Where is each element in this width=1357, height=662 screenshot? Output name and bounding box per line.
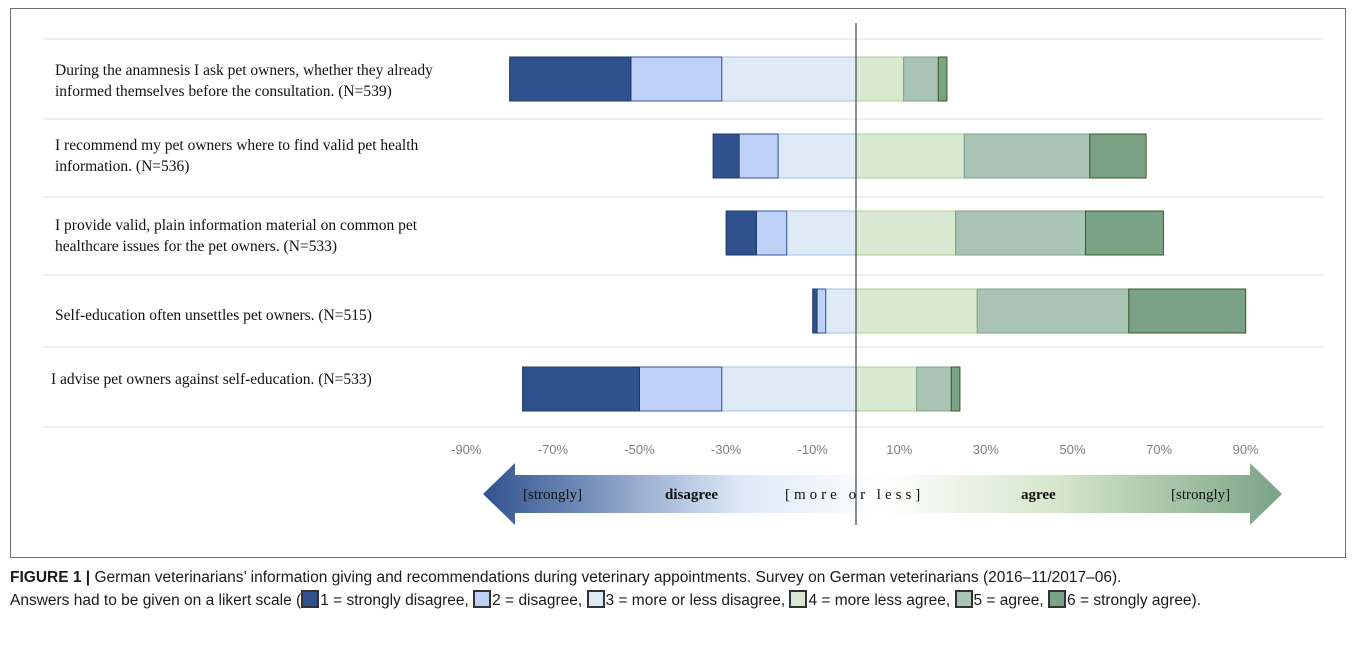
row-label-line: I advise pet owners against self-educati… [51,371,372,388]
legend-swatch [954,590,973,608]
legend-swatch [473,590,492,608]
bar-segment [755,210,788,256]
scale-arrow [483,463,1282,525]
row-label: I recommend my pet owners where to find … [55,135,418,177]
bar-segment [855,133,965,179]
arrow-label-disagree: disagree [665,487,718,503]
arrow-label-strongly-right: [strongly] [1171,487,1230,503]
figure-caption: FIGURE 1 | German veterinarians’ informa… [10,566,1346,612]
arrow-label-agree: agree [1021,487,1056,503]
x-tick-label: -10% [798,442,829,457]
x-tick-label: -70% [538,442,569,457]
bar-segment [855,56,905,102]
bar-segment [816,288,827,334]
row-label: I provide valid, plain information mater… [55,215,417,257]
legend-item-label: 4 = more less agree, [808,592,955,609]
bar-segment [916,366,952,412]
legend-item-label: 1 = strongly disagree, [320,592,474,609]
row-label: Self-education often unsettles pet owner… [55,305,372,326]
figure-frame: -90% -70% -50% -30% -10% 10% 30% 50% 70% 90% [str… [10,8,1346,558]
bar-segment [937,56,948,102]
caption-legend: Answers had to be given on a likert scal… [10,589,1346,612]
legend-swatch [301,590,320,608]
caption-title: FIGURE 1 | [10,569,91,586]
arrow-label-more-or-less: [more or less] [785,487,924,503]
x-tick-label: -90% [451,442,482,457]
bar-segment [812,288,818,334]
caption-text: German veterinarians’ information giving… [90,569,1122,586]
arrow-label-strongly-left: [strongly] [523,487,582,503]
bar-segment [777,133,857,179]
bar-segment [721,366,857,412]
likert-chart: -90% -70% -50% -30% -10% 10% 30% 50% 70% 90% [str… [43,23,1323,525]
legend-item-label: 5 = agree, [973,592,1049,609]
bar-segment [721,56,857,102]
row-label-line: healthcare issues for the pet owners. (N… [55,238,338,255]
caption-title-line: FIGURE 1 | German veterinarians’ informa… [10,566,1346,589]
x-tick-label: 30% [973,442,999,457]
bar-segment [855,210,957,256]
x-tick-label: 50% [1059,442,1085,457]
bar-segment [855,288,978,334]
x-tick-label: 10% [886,442,912,457]
row-label-line: I recommend my pet owners where to find … [55,137,419,154]
bar-segment [1128,288,1247,334]
bar-segment [950,366,961,412]
bar-segment [712,133,740,179]
legend-item-label: 6 = strongly agree). [1067,592,1202,609]
bar-segment [1084,210,1164,256]
legend-swatch [789,590,808,608]
bar-segment [522,366,640,412]
x-tick-label: 70% [1146,442,1172,457]
legend-item-label: 2 = disagree, [492,592,587,609]
bar-segment [630,56,723,102]
bar-segment [509,56,632,102]
row-label-line: information. (N=536) [55,158,190,175]
legend-item-label: 3 = more or less disagree, [605,592,790,609]
row-label-line: Self-education often unsettles pet owner… [55,307,372,324]
bar-segment [825,288,857,334]
bar-segment [639,366,723,412]
bar-segment [786,210,857,256]
legend-swatch [1048,590,1067,608]
bar-segment [955,210,1086,256]
row-label: During the anamnesis I ask pet owners, w… [55,60,433,102]
caption-legend-intro: Answers had to be given on a likert scal… [10,592,302,609]
bar-segment [855,366,918,412]
row-label-line: informed themselves before the consultat… [55,83,392,100]
bar-segment [738,133,779,179]
bar-segment [1089,133,1147,179]
bar-segment [976,288,1130,334]
row-label: I advise pet owners against self-educati… [51,369,372,390]
x-tick-label: -30% [711,442,742,457]
bar-segment [963,133,1091,179]
row-label-line: I provide valid, plain information mater… [55,217,418,234]
x-tick-label: -50% [624,442,655,457]
x-tick-label: 90% [1233,442,1259,457]
legend-swatch [586,590,605,608]
bar-segment [903,56,939,102]
bar-segment [725,210,757,256]
row-label-line: During the anamnesis I ask pet owners, w… [55,62,433,79]
